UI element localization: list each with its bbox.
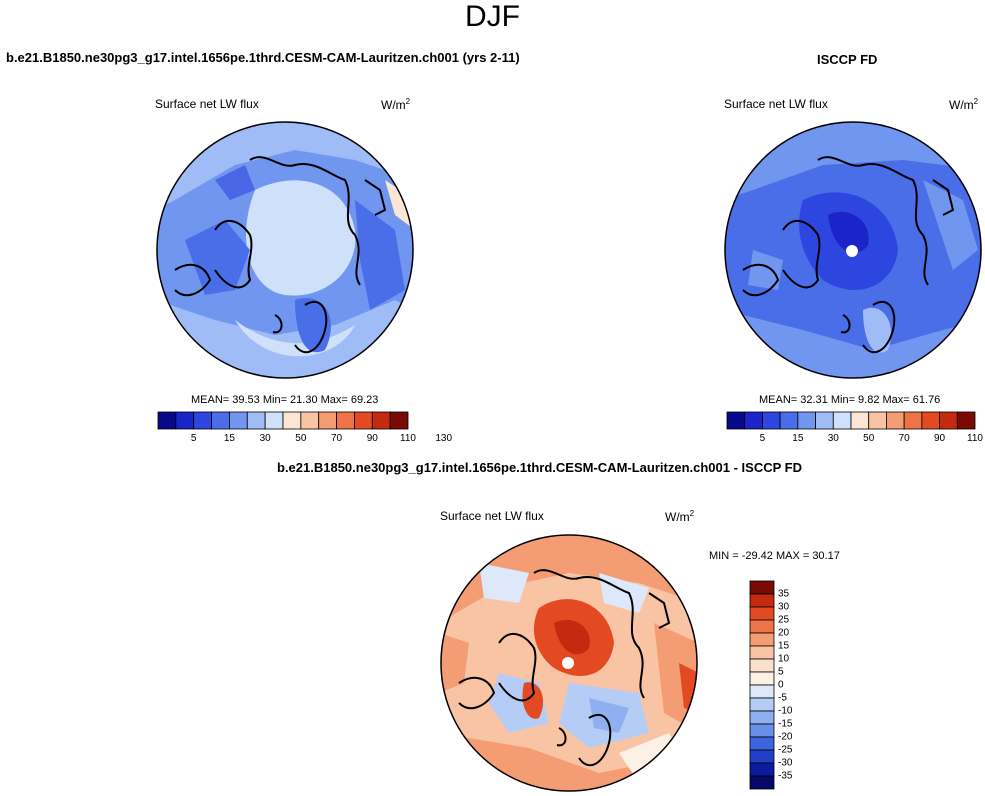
colorbar-tick-label: 5 xyxy=(778,666,784,678)
colorbar-box xyxy=(779,411,799,430)
colorbar-tick-label: 10 xyxy=(778,653,790,665)
diff-units-label: W/m2 xyxy=(665,509,695,524)
obs-stats: MEAN= 32.31 Min= 9.82 Max= 61.76 xyxy=(759,394,941,406)
diff-colorbar-ticks: 35 30 25 20 15 10 5 0 -5 -10 -15 -20 -25 -30 -35 xyxy=(778,581,808,789)
colorbar-box xyxy=(193,411,212,430)
colorbar-tick-label: 15 xyxy=(778,640,790,652)
colorbar-tick-label: 5 xyxy=(759,433,766,444)
obs-case-title: ISCCP FD xyxy=(817,52,878,67)
colorbar-box xyxy=(939,411,958,430)
obs-variable-label: Surface net LW flux xyxy=(724,97,828,111)
colorbar-tick-label: 30 xyxy=(778,601,790,613)
colorbar-box xyxy=(956,411,976,430)
colorbar-box xyxy=(211,411,230,430)
colorbar-box xyxy=(850,411,870,430)
colorbar-tick-label: -5 xyxy=(778,692,787,704)
colorbar-tick-label: 70 xyxy=(331,433,343,444)
colorbar-box xyxy=(336,411,355,430)
colorbar-box xyxy=(264,411,284,430)
colorbar-tick-label: -20 xyxy=(778,731,793,743)
colorbar-box xyxy=(749,749,775,764)
colorbar-tick-label: 90 xyxy=(934,433,946,444)
colorbar-tick-label: 0 xyxy=(778,679,784,691)
colorbar-box xyxy=(749,632,775,647)
colorbar-box xyxy=(749,775,775,790)
colorbar-box xyxy=(175,411,195,430)
model-colorbar xyxy=(157,411,409,430)
colorbar-box xyxy=(749,606,775,621)
colorbar-tick-label: 30 xyxy=(259,433,271,444)
diff-polar-map xyxy=(440,534,698,792)
model-polar-map xyxy=(156,121,414,379)
colorbar-box xyxy=(744,411,763,430)
colorbar-box xyxy=(749,762,775,777)
colorbar-box xyxy=(921,411,940,430)
colorbar-tick-label: -15 xyxy=(778,718,793,730)
colorbar-box xyxy=(749,697,775,712)
colorbar-box xyxy=(749,593,775,608)
colorbar-box xyxy=(749,619,775,634)
colorbar-tick-label: -25 xyxy=(778,744,793,756)
colorbar-box xyxy=(749,671,775,686)
diff-stats: MIN = -29.42 MAX = 30.17 xyxy=(709,550,840,562)
colorbar-box xyxy=(229,411,248,430)
colorbar-box xyxy=(749,645,775,660)
colorbar-box xyxy=(749,684,775,699)
colorbar-tick-label: 35 xyxy=(778,588,790,600)
colorbar-box xyxy=(157,411,177,430)
colorbar-tick-label: 90 xyxy=(366,433,378,444)
diff-case-title: b.e21.B1850.ne30pg3_g17.intel.1656pe.1th… xyxy=(277,460,802,475)
colorbar-box xyxy=(749,658,775,673)
model-case-title: b.e21.B1850.ne30pg3_g17.intel.1656pe.1th… xyxy=(6,50,520,65)
colorbar-tick-label: 15 xyxy=(223,433,235,444)
colorbar-tick-label: 130 xyxy=(435,433,453,444)
colorbar-box xyxy=(815,411,834,430)
model-variable-label: Surface net LW flux xyxy=(155,97,259,111)
colorbar-tick-label: 50 xyxy=(295,433,307,444)
colorbar-tick-label: 5 xyxy=(190,433,197,444)
colorbar-box xyxy=(371,411,391,430)
colorbar-box xyxy=(749,736,775,751)
colorbar-tick-label: 110 xyxy=(400,433,416,444)
diff-variable-label: Surface net LW flux xyxy=(440,509,544,523)
colorbar-box xyxy=(282,411,302,430)
colorbar-box xyxy=(886,411,905,430)
colorbar-box xyxy=(726,411,746,430)
colorbar-tick-label: 25 xyxy=(778,614,790,626)
obs-colorbar xyxy=(726,411,976,430)
colorbar-box xyxy=(389,411,409,430)
colorbar-box xyxy=(749,580,775,595)
colorbar-box xyxy=(797,411,816,430)
colorbar-box xyxy=(903,411,923,430)
colorbar-box xyxy=(749,710,775,725)
colorbar-box xyxy=(246,411,266,430)
colorbar-box xyxy=(318,411,337,430)
obs-units-label: W/m2 xyxy=(949,97,979,112)
colorbar-tick-label: 70 xyxy=(898,433,910,444)
colorbar-box xyxy=(868,411,887,430)
colorbar-tick-label: 15 xyxy=(792,433,804,444)
colorbar-tick-label: 30 xyxy=(827,433,839,444)
diff-colorbar xyxy=(749,580,775,790)
colorbar-tick-label: 110 xyxy=(967,433,983,444)
model-units-label: W/m2 xyxy=(381,97,411,112)
colorbar-tick-label: 20 xyxy=(778,627,790,639)
model-colorbar-ticks: 5 15 30 50 70 90 110 130 xyxy=(158,433,452,447)
colorbar-tick-label: -30 xyxy=(778,757,793,769)
colorbar-box xyxy=(762,411,781,430)
page-title: DJF xyxy=(465,0,520,33)
colorbar-box xyxy=(749,723,775,738)
colorbar-box xyxy=(832,411,852,430)
obs-polar-map xyxy=(724,121,982,379)
colorbar-tick-label: -35 xyxy=(778,770,793,782)
model-stats: MEAN= 39.53 Min= 21.30 Max= 69.23 xyxy=(191,394,379,406)
colorbar-tick-label: 50 xyxy=(863,433,875,444)
colorbar-tick-label: -10 xyxy=(778,705,793,717)
colorbar-box xyxy=(354,411,373,430)
colorbar-box xyxy=(300,411,320,430)
